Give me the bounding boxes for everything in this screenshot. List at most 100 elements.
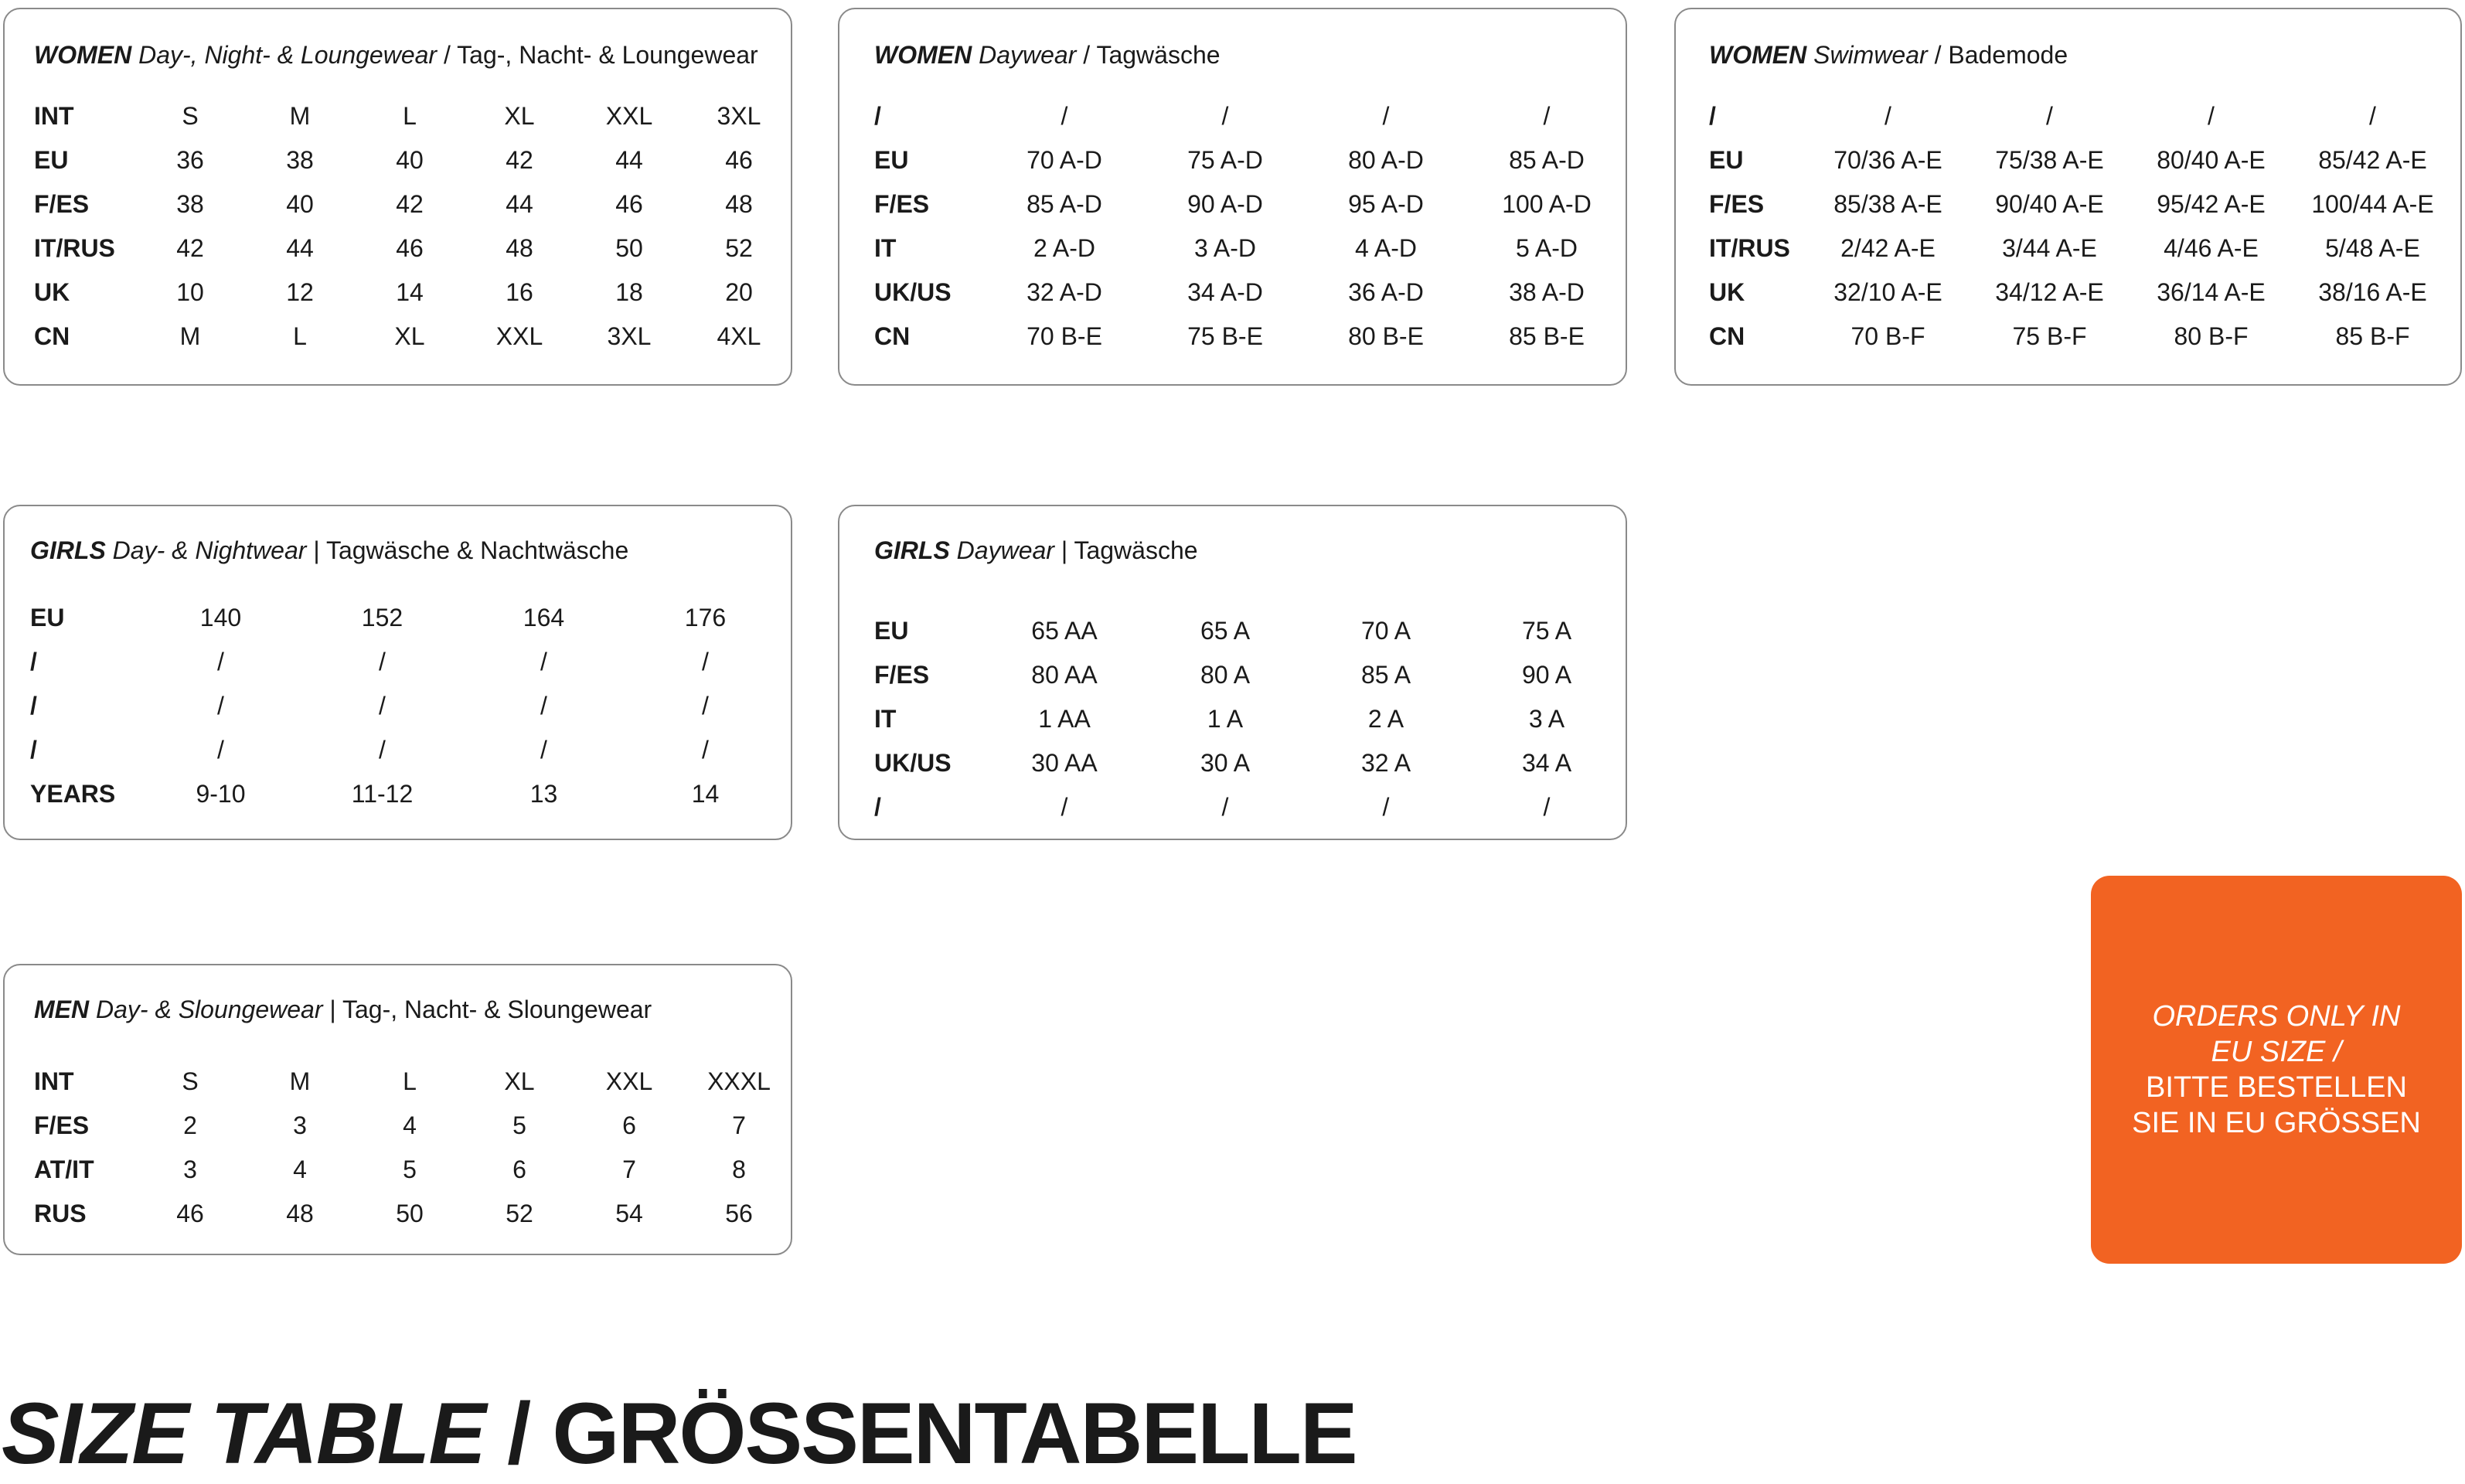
size-cell: 80 A-D	[1348, 146, 1424, 174]
size-cell: 18	[615, 278, 643, 306]
row-label: /	[30, 692, 37, 720]
table-row: / / / / /	[874, 94, 1627, 138]
size-cell: 6	[622, 1111, 636, 1139]
row-label: AT/IT	[34, 1156, 94, 1183]
size-cell: 2 A-D	[1033, 234, 1096, 262]
notice-line: ORDERS ONLY IN	[2152, 1000, 2401, 1033]
size-cell: /	[1221, 793, 1229, 821]
notice-line: BITTE BESTELLEN	[2146, 1071, 2407, 1104]
size-cell: 7	[622, 1156, 636, 1183]
table-row: EU 70 A-D 75 A-D 80 A-D 85 A-D	[874, 138, 1627, 182]
table-name-de: / Tagwäsche	[1076, 41, 1221, 69]
row-label: IT	[874, 705, 897, 733]
size-cell: S	[182, 1067, 199, 1095]
size-cell: 36/14 A-E	[2157, 278, 2266, 306]
size-cell: 14	[691, 780, 720, 808]
table-row: F/ES 2 3 4 5 6 7	[34, 1104, 794, 1148]
table-row: / / / / /	[30, 640, 786, 684]
size-cell: 75 B-E	[1187, 322, 1263, 350]
size-cell: 52	[725, 234, 753, 262]
size-cell: XXL	[495, 322, 543, 350]
table-row: EU 70/36 A-E 75/38 A-E 80/40 A-E 85/42 A-E	[1709, 138, 2453, 182]
size-cell: M	[179, 322, 201, 350]
size-cell: 5 A-D	[1515, 234, 1578, 262]
row-label: UK	[1709, 278, 1745, 306]
table-row: INT S M L XL XXL 3XL	[34, 94, 794, 138]
size-cell: 70/36 A-E	[1833, 146, 1942, 174]
size-cell: 16	[506, 278, 533, 306]
size-cell: 38/16 A-E	[2318, 278, 2427, 306]
table-category: WOMEN	[34, 41, 132, 69]
size-cell: XL	[504, 102, 535, 130]
women-day-night-loungewear-table: WOMEN Day-, Night- & Loungewear / Tag-, …	[3, 8, 792, 386]
size-cell: /	[2208, 102, 2215, 130]
row-label: /	[874, 102, 881, 130]
row-label: /	[30, 736, 37, 764]
table-name-en: Daywear	[979, 41, 1077, 69]
size-cell: /	[540, 648, 547, 676]
table-name-de: | Tagwäsche	[1054, 536, 1198, 564]
size-cell: 152	[361, 604, 403, 631]
row-label: EU	[34, 146, 69, 174]
table-category: MEN	[34, 996, 90, 1023]
size-cell: 2 A	[1367, 705, 1404, 733]
notice-line: SIE IN EU GRÖSSEN	[2132, 1107, 2421, 1139]
size-cell: 48	[286, 1200, 314, 1227]
size-cell: /	[702, 736, 709, 764]
size-cell: /	[540, 692, 547, 720]
girls-daywear-table: GIRLS Daywear | Tagwäsche EU 65 AA 65 A 70 A…	[838, 505, 1627, 840]
table-row: F/ES 85/38 A-E 90/40 A-E 95/42 A-E 100/44 A-…	[1709, 182, 2453, 226]
size-cell: 32/10 A-E	[1833, 278, 1942, 306]
table-row: F/ES 80 AA 80 A 85 A 90 A	[874, 653, 1627, 697]
row-label: IT/RUS	[1709, 234, 1790, 262]
title-de: / GRÖSSENTABELLE	[485, 1385, 1357, 1482]
size-cell: /	[1061, 793, 1068, 821]
size-cell: 70 A-D	[1027, 146, 1102, 174]
size-cell: M	[289, 102, 311, 130]
size-cell: 5	[512, 1111, 526, 1139]
table-row: IT/RUS 2/42 A-E 3/44 A-E 4/46 A-E 5/48 A-E	[1709, 226, 2453, 271]
size-cell: L	[403, 102, 417, 130]
table-category: GIRLS	[874, 536, 950, 564]
row-label: F/ES	[874, 661, 930, 689]
size-cell: 95 A-D	[1348, 190, 1424, 218]
notice-line: EU SIZE /	[2211, 1036, 2342, 1068]
size-cell: 3	[293, 1111, 307, 1139]
size-cell: 3 A	[1528, 705, 1565, 733]
size-cell: 2	[183, 1111, 197, 1139]
table-row: UK 32/10 A-E 34/12 A-E 36/14 A-E 38/16 A-E	[1709, 271, 2453, 315]
size-cell: /	[217, 648, 224, 676]
size-cell: 54	[615, 1200, 643, 1227]
size-cell: /	[1382, 793, 1390, 821]
size-cell: 48	[725, 190, 753, 218]
size-cell: 4XL	[717, 322, 761, 350]
table-name-en: Day- & Nightwear	[112, 536, 307, 564]
table-row: INT S M L XL XXL XXXL	[34, 1060, 794, 1104]
table-name-de: | Tagwäsche & Nachtwäsche	[306, 536, 629, 564]
table-name-en: Day- & Sloungewear	[96, 996, 323, 1023]
size-cell: /	[1884, 102, 1891, 130]
size-cell: 65 AA	[1031, 617, 1098, 645]
size-cell: 80 A	[1200, 661, 1251, 689]
table-body: INT S M L XL XXL 3XL EU 36 38 40 42 44 46 F/ES 38 40 42 44…	[34, 94, 794, 359]
row-label: CN	[874, 322, 911, 350]
row-label: /	[30, 648, 37, 676]
row-label: UK/US	[874, 278, 952, 306]
size-cell: 38 A-D	[1509, 278, 1585, 306]
size-cell: 36	[176, 146, 204, 174]
table-body: EU 140 152 164 176 / / / / / / / / / / / / / / / YEARS 9-10 11…	[30, 596, 786, 816]
table-row: CN 70 B-F 75 B-F 80 B-F 85 B-F	[1709, 315, 2453, 359]
row-label: UK	[34, 278, 70, 306]
size-cell: 12	[286, 278, 314, 306]
size-cell: 44	[615, 146, 643, 174]
women-swimwear-table: WOMEN Swimwear / Bademode / / / / / EU 70/36 A-…	[1674, 8, 2462, 386]
size-cell: 36 A-D	[1348, 278, 1424, 306]
size-cell: 3 A-D	[1193, 234, 1257, 262]
size-cell: M	[289, 1067, 311, 1095]
row-label: F/ES	[34, 1111, 90, 1139]
size-cell: 6	[512, 1156, 526, 1183]
table-heading: MEN Day- & Sloungewear | Tag-, Nacht- & …	[34, 988, 652, 1032]
table-body: / / / / / EU 70/36 A-E 75/38 A-E 80/40 A-E 85/42 …	[1709, 94, 2453, 359]
size-cell: 95/42 A-E	[2157, 190, 2266, 218]
size-cell: 40	[286, 190, 314, 218]
